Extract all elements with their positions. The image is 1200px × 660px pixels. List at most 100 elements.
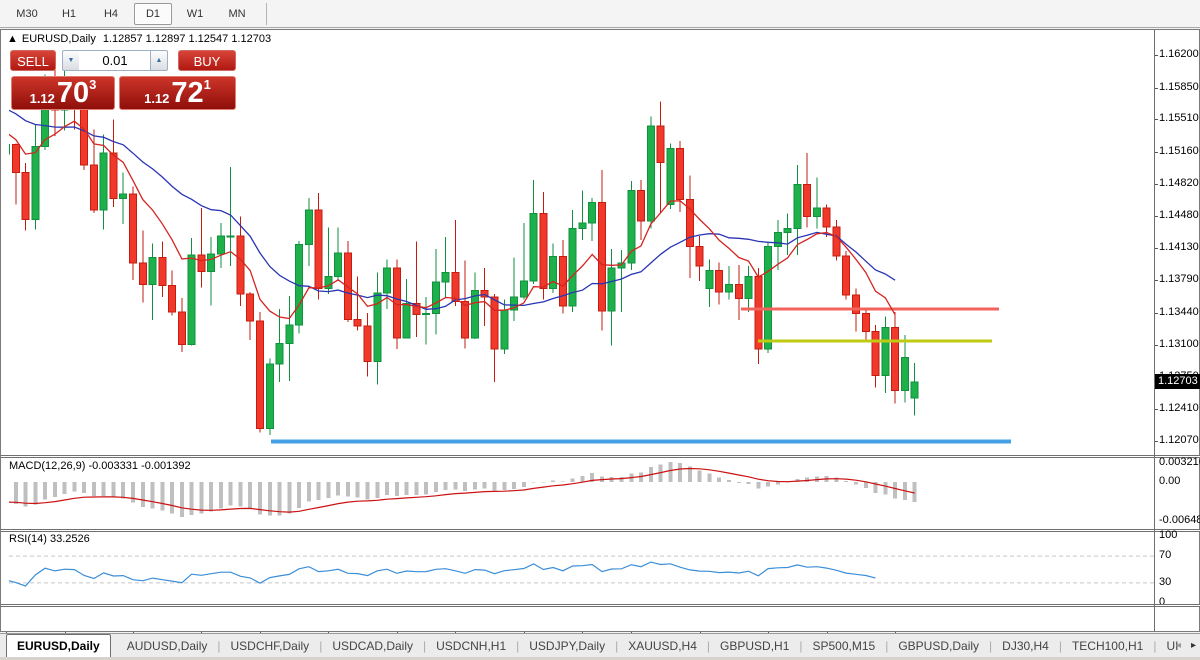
sell-price-tile[interactable]: 1.12 70 3 [11, 76, 115, 110]
tab-audusd-daily[interactable]: AUDUSD,Daily [126, 638, 208, 653]
tab-scroll-left-icon[interactable]: ◂ [1175, 640, 1181, 651]
axis-tick [1154, 119, 1158, 121]
price-axis-label: 1.14820 [1159, 176, 1199, 189]
toolbar-separator [266, 2, 267, 25]
tab-eurusd-daily[interactable]: EURUSD,Daily [6, 633, 111, 658]
chart-title: ▲ EURUSD,Daily 1.12857 1.12897 1.12547 1… [7, 33, 271, 45]
axis-tick [1154, 87, 1158, 89]
volume-decrease-button[interactable]: ▼ [62, 50, 80, 71]
tab-xauusd-h4[interactable]: XAUUSD,H4 [628, 638, 697, 653]
tab-gbpusd-h1[interactable]: GBPUSD,H1 [720, 638, 790, 653]
tab-tech100-h1[interactable]: TECH100,H1 [1071, 638, 1144, 653]
chevron-down-icon: ▼ [67, 57, 75, 64]
tab-separator: | [1058, 638, 1062, 653]
price-axis-label: 1.14130 [1159, 241, 1199, 254]
timeframe-button-mn[interactable]: MN [228, 7, 246, 20]
price-axis-label: 1.14480 [1159, 208, 1199, 221]
chart-ohlc-quotes: 1.12857 1.12897 1.12547 1.12703 [102, 33, 272, 45]
sell-button[interactable]: SELL [10, 50, 56, 71]
volume-increase-button[interactable]: ▲ [150, 50, 168, 71]
sell-price-base: 1.12 [29, 91, 55, 106]
axis-tick [1154, 344, 1158, 346]
tab-separator: | [319, 638, 323, 653]
tab-gbpusd-daily[interactable]: GBPUSD,Daily [898, 638, 980, 653]
buy-price-sup: 1 [203, 77, 211, 92]
price-axis-label: 1.15850 [1159, 80, 1199, 93]
tab-separator: | [1153, 638, 1157, 653]
timeframe-toolbar: M30 H1 H4 D1 W1 MN [0, 0, 1200, 28]
tab-dj30-h4[interactable]: DJ30,H4 [1002, 638, 1049, 653]
axis-tick [1154, 312, 1158, 314]
tab-sp500-m15[interactable]: SP500,M15 [812, 638, 876, 653]
sell-price-sup: 3 [89, 77, 97, 92]
tab-separator: | [885, 638, 889, 653]
price-axis-label: 1.12070 [1159, 433, 1199, 446]
pane-separator[interactable] [1, 604, 1200, 607]
axis-tick [1154, 183, 1158, 185]
rsi-axis-label: 30 [1159, 575, 1172, 588]
price-axis-label: 1.13100 [1159, 337, 1199, 350]
tab-usdcnh-h1[interactable]: USDCNH,H1 [436, 638, 507, 653]
axis-tick [1154, 215, 1158, 217]
tab-separator: | [217, 638, 221, 653]
axis-tick [1154, 440, 1158, 442]
price-axis-label: 1.15160 [1159, 145, 1199, 157]
axis-tick [1154, 54, 1158, 56]
price-axis-label: 1.13790 [1159, 273, 1199, 286]
tab-separator: | [799, 638, 803, 653]
one-click-trade-panel: SELL ▼ ▲ BUY 1.12 70 3 1.12 72 1 [10, 48, 236, 138]
status-strip [0, 657, 1200, 660]
chart-symbol-period: EURUSD,Daily [21, 33, 96, 45]
tab-ui[interactable]: UI [1166, 638, 1179, 653]
tab-scroll-controls: ◂ ▸ [1176, 638, 1196, 654]
chevron-up-icon: ▲ [155, 57, 163, 64]
price-axis-label: 1.15510 [1159, 112, 1199, 125]
pane-separator[interactable] [1, 455, 1200, 458]
macd-indicator-chart[interactable] [9, 459, 1154, 529]
macd-label: MACD(12,26,9) -0.003331 -0.001392 [9, 460, 191, 472]
buy-price-base: 1.12 [144, 91, 170, 106]
tab-usdjpy-daily[interactable]: USDJPY,Daily [529, 638, 606, 653]
timeframe-button-m30[interactable]: M30 [16, 7, 38, 20]
macd-axis-label: 0.00 [1159, 475, 1181, 487]
rsi-axis-label: 100 [1159, 529, 1178, 541]
current-price-tag: 1.12703 [1155, 373, 1200, 389]
tab-list: EURUSD,Daily AUDUSD,Daily | USDCHF,Daily | US… [6, 633, 1188, 658]
axis-divider [1154, 30, 1155, 631]
chart-window: ▲ EURUSD,Daily 1.12857 1.12897 1.12547 1… [0, 29, 1200, 650]
chart-tab-bar: EURUSD,Daily AUDUSD,Daily | USDCHF,Daily | US… [0, 633, 1200, 658]
tab-usdcad-daily[interactable]: USDCAD,Daily [332, 638, 413, 653]
timeframe-button-d1[interactable]: D1 [134, 2, 172, 25]
timeframe-button-w1[interactable]: W1 [186, 7, 204, 20]
macd-axis-label: 0.003216 [1159, 455, 1200, 468]
rsi-axis-label: 0 [1159, 596, 1166, 608]
tab-scroll-right-icon[interactable]: ▸ [1190, 640, 1196, 651]
tab-separator: | [615, 638, 619, 653]
buy-button[interactable]: BUY [178, 50, 236, 71]
axis-tick [1154, 409, 1158, 410]
axis-tick [1154, 152, 1158, 153]
rsi-label: RSI(14) 33.2526 [9, 533, 90, 545]
timeframe-button-h4[interactable]: H4 [103, 7, 119, 20]
timeframe-button-h1[interactable]: H1 [61, 7, 77, 20]
tab-separator: | [989, 638, 993, 653]
price-axis-label: 1.12410 [1159, 402, 1199, 414]
buy-price-tile[interactable]: 1.12 72 1 [119, 76, 236, 110]
macd-axis-label: -0.006485 [1159, 513, 1200, 526]
sell-price-big: 70 [56, 77, 90, 109]
tab-separator: | [706, 638, 711, 653]
buy-price-big: 72 [171, 77, 204, 109]
rsi-indicator-chart[interactable] [9, 532, 1154, 603]
price-axis-label: 1.13440 [1159, 305, 1199, 318]
tab-separator: | [516, 638, 520, 653]
pane-separator[interactable] [1, 529, 1200, 532]
tab-usdchf-daily[interactable]: USDCHF,Daily [230, 638, 310, 653]
rsi-axis-label: 70 [1159, 549, 1172, 562]
price-axis-label: 1.16200 [1159, 47, 1199, 60]
volume-input[interactable] [79, 50, 151, 71]
chart-marker-icon: ▲ [7, 33, 18, 45]
axis-tick [1154, 280, 1158, 282]
axis-tick [1154, 248, 1158, 250]
tab-separator: | [423, 638, 427, 653]
